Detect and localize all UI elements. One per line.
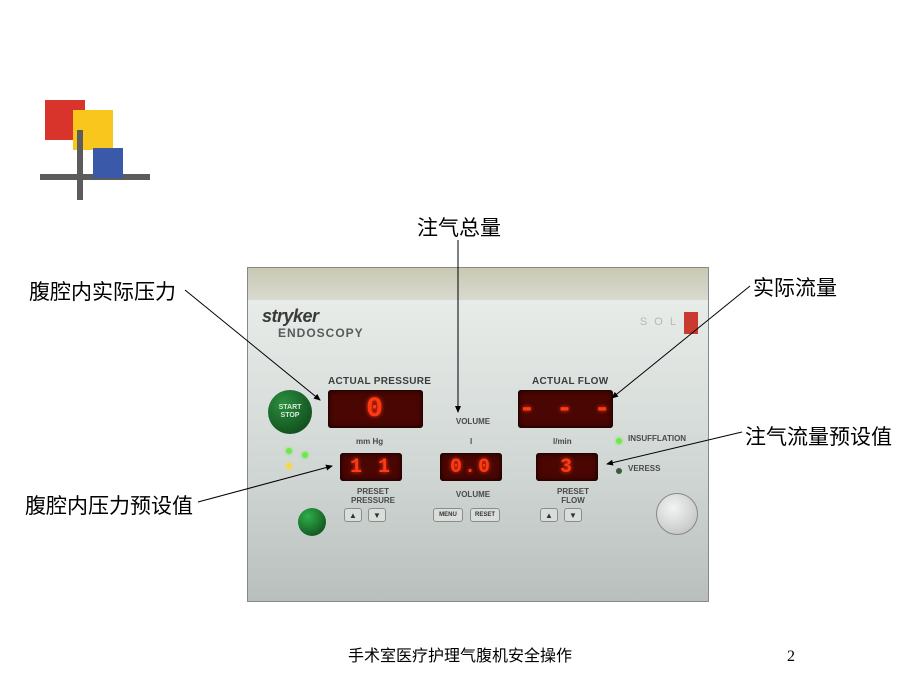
lcd-actual-pressure: 0 [328, 390, 423, 428]
led-1 [286, 448, 292, 454]
small-green-button[interactable] [298, 508, 326, 536]
brand-logo: stryker [262, 306, 319, 327]
lcd-preset-flow: 3 [536, 453, 598, 481]
annot-volume-total: 注气总量 [417, 212, 501, 242]
brand-sub: ENDOSCOPY [278, 326, 364, 340]
label-actual-flow: ACTUAL FLOW [532, 376, 608, 387]
lcd-volume: 0.0 [440, 453, 502, 481]
led-insufflation [616, 438, 622, 444]
gas-port [656, 493, 698, 535]
label-insufflation: INSUFFLATION [628, 435, 686, 444]
red-stripe [684, 312, 698, 334]
flow-down-button[interactable]: ▼ [564, 508, 582, 522]
annot-preset-flow: 注气流量预设值 [745, 421, 892, 451]
label-mmhg: mm Hg [356, 438, 383, 447]
reset-button[interactable]: RESET [470, 508, 500, 522]
lcd-preset-pressure: 1 1 [340, 453, 402, 481]
lcd-actual-pressure-value: 0 [366, 394, 385, 425]
label-veress: VERESS [628, 465, 660, 474]
lcd-actual-flow-value: - - - [518, 394, 612, 425]
slide-deco [45, 100, 140, 190]
pressure-down-button[interactable]: ▼ [368, 508, 386, 522]
menu-button[interactable]: MENU [433, 508, 463, 522]
label-actual-pressure: ACTUAL PRESSURE [328, 376, 431, 387]
device-photo: stryker ENDOSCOPY S O L ACTUAL PRESSURE … [247, 267, 709, 602]
label-volume-lower: VOLUME [453, 491, 493, 500]
label-preset-pressure: PRESET PRESSURE [348, 488, 398, 506]
label-lmin: l/min [553, 438, 572, 447]
stop-label: STOP [281, 412, 300, 420]
annot-preset-pressure: 腹腔内压力预设值 [25, 490, 193, 520]
pressure-up-button[interactable]: ▲ [344, 508, 362, 522]
lcd-volume-value: 0.0 [450, 456, 492, 479]
lcd-actual-flow: - - - [518, 390, 613, 428]
flow-up-button[interactable]: ▲ [540, 508, 558, 522]
label-preset-flow: PRESET FLOW [548, 488, 598, 506]
annot-actual-flow: 实际流量 [753, 272, 837, 302]
led-3 [302, 452, 308, 458]
deco-vertical-bar [77, 130, 83, 200]
device-panel [248, 300, 708, 601]
page-number: 2 [787, 648, 795, 666]
label-volume-upper: VOLUME [453, 418, 493, 427]
lcd-preset-flow-value: 3 [560, 456, 574, 479]
sol-text: S O L [640, 316, 678, 328]
led-2 [286, 463, 292, 469]
lcd-preset-pressure-value: 1 1 [350, 456, 392, 479]
start-stop-button[interactable]: START STOP [268, 390, 312, 434]
led-veress [616, 468, 622, 474]
device-top-strip [248, 268, 708, 300]
start-label: START [279, 404, 302, 412]
deco-blue-square [93, 148, 123, 178]
label-l: l [470, 438, 472, 447]
slide-footer: 手术室医疗护理气腹机安全操作 [0, 642, 920, 666]
annot-actual-pressure: 腹腔内实际压力 [29, 276, 176, 306]
